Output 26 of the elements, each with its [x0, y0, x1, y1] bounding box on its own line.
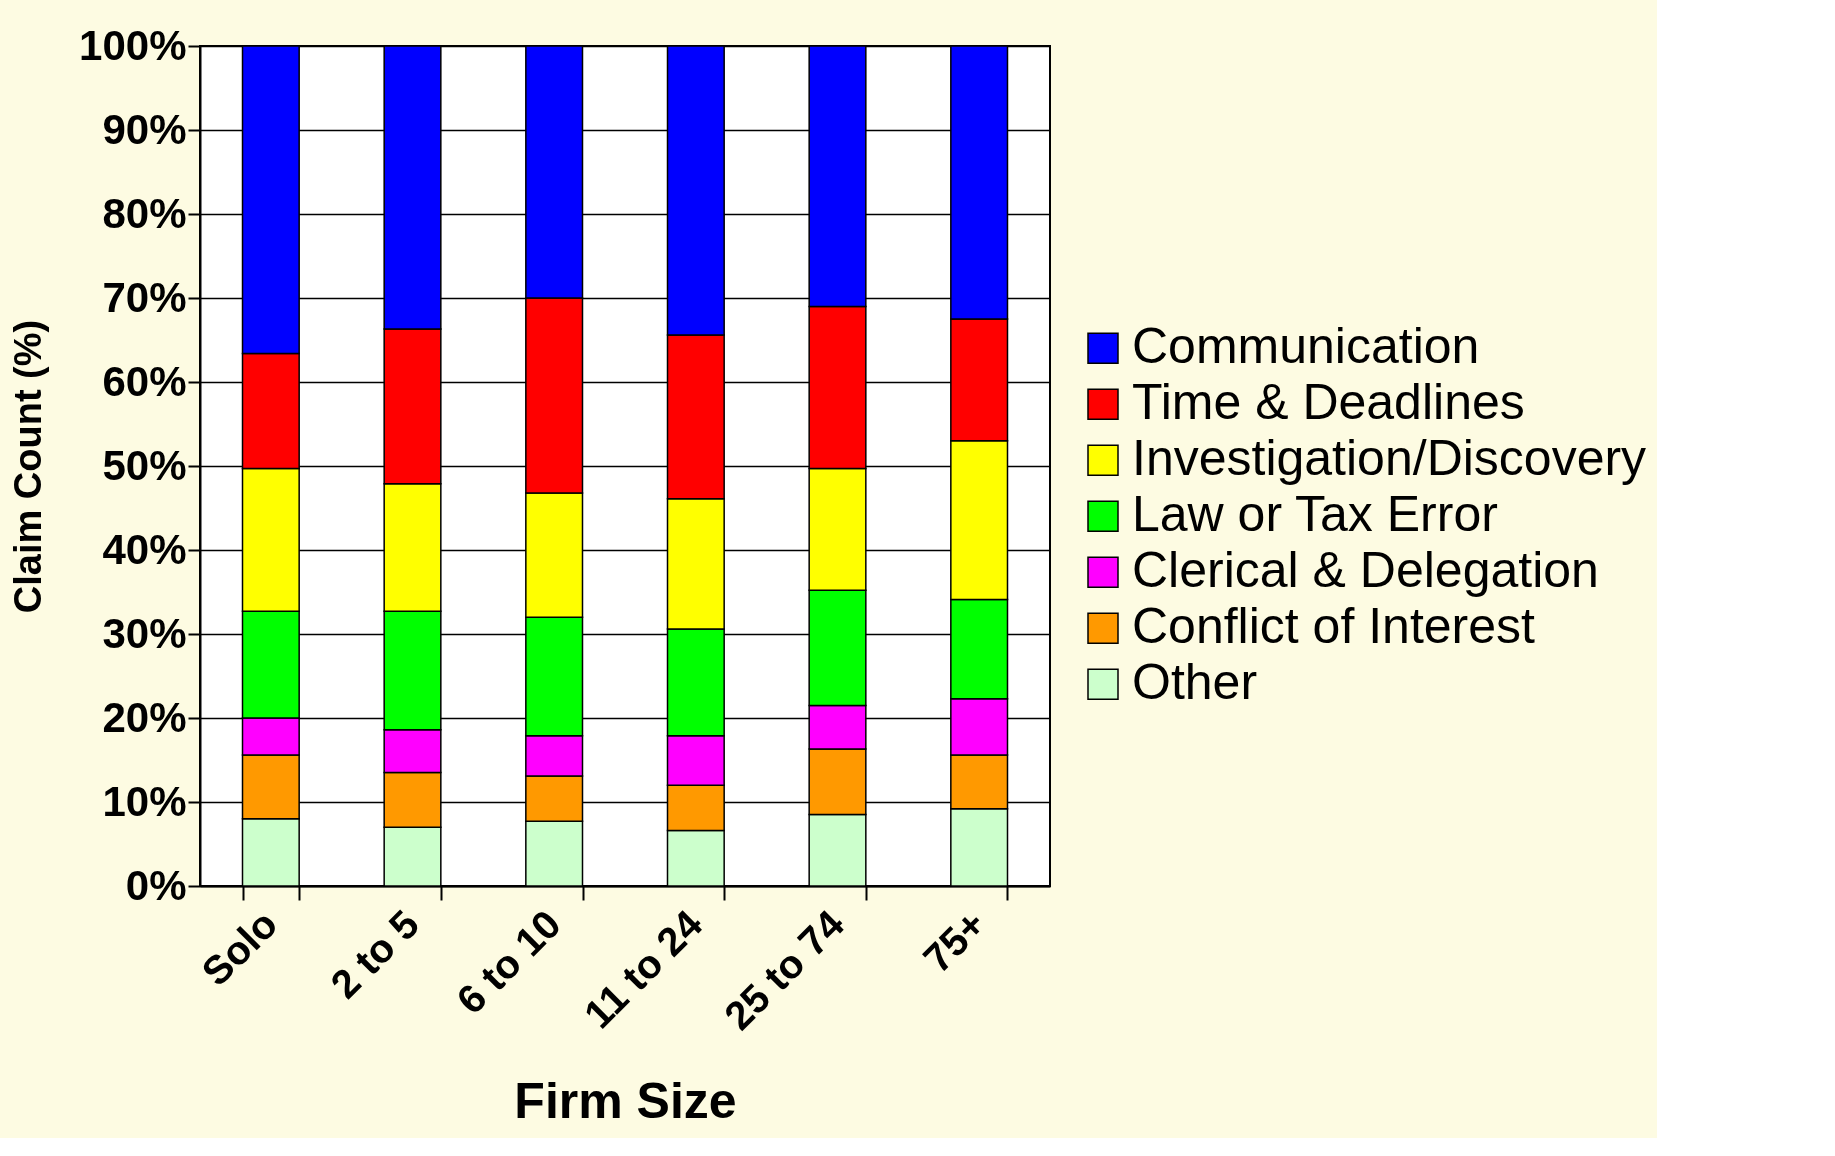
y-tick-label: 60% — [102, 357, 187, 405]
y-tick-label: 0% — [125, 861, 187, 909]
y-tick-label: 50% — [102, 441, 187, 489]
legend-label: Law or Tax Error — [1132, 486, 1498, 543]
legend-label: Communication — [1132, 318, 1480, 375]
x-tick-label: 11 to 24 — [575, 901, 711, 1037]
legend-label: Investigation/Discovery — [1132, 430, 1647, 487]
y-tick-label: 70% — [102, 273, 187, 321]
legend-label: Conflict of Interest — [1132, 598, 1536, 655]
y-tick-label: 40% — [102, 525, 187, 573]
y-tick-label: 90% — [102, 105, 187, 153]
x-axis-title: Firm Size — [514, 1072, 737, 1129]
legend-label: Time & Deadlines — [1132, 374, 1525, 431]
legend-label: Clerical & Delegation — [1132, 542, 1599, 599]
y-tick-label: 100% — [79, 21, 187, 69]
x-tick-label: 2 to 5 — [322, 901, 428, 1007]
y-tick-label: 10% — [102, 777, 187, 825]
x-tick-label: 75+ — [914, 901, 994, 981]
y-axis-title: Claim Count (%) — [7, 319, 50, 614]
y-tick-label: 20% — [102, 693, 187, 741]
x-tick-label: 25 to 74 — [715, 901, 853, 1038]
x-tick-label: 6 to 10 — [448, 901, 569, 1023]
x-tick-label: Solo — [193, 901, 286, 994]
legend-label: Other — [1132, 654, 1258, 711]
y-tick-label: 80% — [102, 189, 187, 237]
y-tick-label: 30% — [102, 609, 187, 657]
